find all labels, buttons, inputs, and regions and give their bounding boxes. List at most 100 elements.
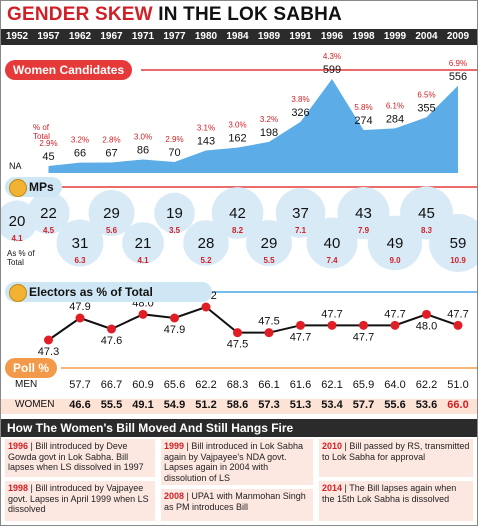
electors-value-1977: 47.9 [164,324,185,336]
electors-point-2004 [422,309,431,319]
electors-value-1996: 47.7 [321,308,342,320]
mps-pct-1991: 7.1 [295,226,307,235]
wc-value-1991: 326 [291,107,309,119]
wc-value-1971: 86 [137,145,149,157]
electors-point-1999 [390,320,400,330]
electors-point-1962 [75,313,85,323]
wc-value-1980: 143 [197,136,215,148]
bill-text: | Bill introduced by Vajpayee govt. Laps… [8,483,149,514]
mps-value-1962: 31 [72,235,89,252]
wc-pct-2004: 6.5% [417,90,435,99]
bill-year: 1998 [8,483,29,493]
mps-pct-1980: 5.2 [200,256,212,265]
poll-value: 66.0 [447,399,469,411]
mps-bubble-1991 [275,188,326,238]
electors-point-2009 [453,320,463,330]
na-label: NA [9,161,22,171]
wc-value-2004: 355 [417,102,435,114]
wc-value-2009: 556 [449,71,467,83]
bill-item-1996: 1996 | Bill introduced by Deve Gowda gov… [5,439,155,477]
electors-point-1996 [327,320,337,330]
poll-value: 64.0 [384,379,406,391]
electors-line [47,305,459,341]
bill-year: 2010 [322,441,343,451]
poll-value: 53.6 [415,399,438,411]
poll-row-women: WOMEN 46.6 55.5 49.1 54.9 51.2 58.6 57.3 51.3 53.… [1,399,477,414]
wc-pct-1999: 6.1% [386,101,404,110]
mps-value-1991: 37 [292,205,309,222]
chart-canvas: 45 2.9% 66 3.2% 67 2.8% 86 3.0% 70 2.9% 143 3.1% 162… [1,52,477,369]
poll-value: 51.3 [289,399,312,411]
wc-value-1977: 70 [168,147,180,159]
poll-value: 46.6 [69,399,91,411]
mps-bubble-1957 [27,191,70,235]
mps-value-1996: 40 [324,235,341,252]
bill-heading: How The Women's Bill Moved And Still Han… [1,419,477,437]
poll-value: 51.0 [447,379,469,391]
wc-value-1989: 198 [260,127,278,139]
year-label-1952: 1952 [5,31,29,42]
wc-value-1957: 45 [42,151,54,163]
title-highlight: GENDER SKEW [7,4,153,25]
electors-point-1989 [264,328,274,338]
year-label-2009: 2009 [446,31,470,42]
electors-value-1991: 47.7 [290,331,311,343]
poll-value: 58.6 [226,399,249,411]
poll-value: 57.3 [258,399,280,411]
electors-value-2004: 48.0 [416,320,437,332]
poll-value: 68.3 [226,379,249,391]
mps-bubble-1977 [154,192,195,234]
electors-point-1957 [44,335,53,345]
year-label-2004: 2004 [415,31,438,42]
electors-value-1998: 47.7 [353,331,374,343]
poll-value: 55.5 [100,399,123,411]
mps-pct-1967: 5.6 [106,226,118,235]
bill-item-1998: 1998 | Bill introduced by Vajpayee govt.… [5,481,155,521]
page-title: GENDER SKEW IN THE LOK SABHA [7,4,342,26]
bill-text: | Bill passed by RS, transmitted to Lok … [322,441,470,462]
electors-point-1967 [107,324,116,334]
poll-value: 49.1 [132,399,154,411]
wc-value-1998: 274 [354,115,372,127]
wc-value-1996: 599 [323,64,341,76]
poll-value: 55.6 [384,399,406,411]
pct-of-total-note: % of Total [33,123,50,141]
bill-text: | Bill introduced by Deve Gowda govt in … [8,441,144,472]
electors-value-1962: 47.9 [69,301,90,313]
mps-bubble-1980 [183,220,229,266]
wc-pct-1971: 3.0% [134,133,152,142]
mps-value-1971: 21 [135,235,152,252]
electors-value-1967: 47.6 [101,335,122,347]
electors-value-1957: 47.3 [38,346,59,358]
wc-pct-1957: 2.9% [39,139,57,148]
electors-value-1989: 47.5 [258,316,279,328]
bill-text: | The Bill lapses again when the 15th Lo… [322,483,457,504]
wc-pct-1996: 4.3% [323,52,341,61]
year-bar: 1952 1957 1962 1967 1971 1977 1980 1984 1989 1991… [1,29,477,45]
poll-value: 62.2 [415,379,438,391]
poll-value: 53.4 [321,399,343,411]
mps-pct-1977: 3.5 [169,226,181,235]
poll-value: 61.6 [289,379,312,391]
poll-value: 62.2 [195,379,217,391]
mps-bubble-1962 [56,219,104,267]
year-label-1998: 1998 [352,31,375,42]
mps-pct-1962: 6.3 [74,256,86,265]
wc-value-1999: 284 [386,113,404,125]
bill-year: 1999 [164,441,185,451]
mps-pct-1999: 9.0 [389,256,401,265]
mps-pct-1957: 4.5 [43,226,55,235]
poll-value: 66.1 [258,379,280,391]
women-candidates-label: Women Candidates [5,60,133,80]
year-label-1962: 1962 [68,31,92,42]
poll-value: 54.9 [163,399,186,411]
year-label-1999: 1999 [383,31,407,42]
poll-row-label: MEN [15,379,38,390]
bill-year: 2008 [164,491,185,501]
bill-text: | UPA1 with Manmohan Singh as PM introdu… [164,491,306,512]
year-label-1980: 1980 [194,31,218,42]
female-symbol-icon [9,179,27,197]
year-label-1971: 1971 [131,31,155,42]
mps-bubble-1989 [245,219,293,267]
mps-pct-1984: 8.2 [232,226,244,235]
